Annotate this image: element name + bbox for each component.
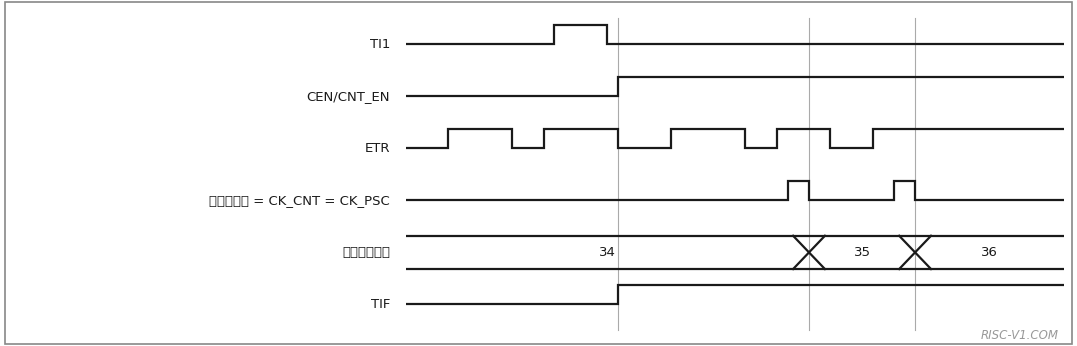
Text: 34: 34 [599,246,616,259]
Text: ETR: ETR [364,142,390,155]
Text: 36: 36 [981,246,997,259]
Text: 35: 35 [854,246,870,259]
Text: TIF: TIF [370,298,390,311]
Text: RISC-V1.COM: RISC-V1.COM [980,329,1059,342]
Text: TI1: TI1 [369,38,390,51]
Text: CEN/CNT_EN: CEN/CNT_EN [307,90,390,103]
Text: 计数器寄存器: 计数器寄存器 [342,246,390,259]
Text: 计数器时钟 = CK_CNT = CK_PSC: 计数器时钟 = CK_CNT = CK_PSC [209,194,390,207]
